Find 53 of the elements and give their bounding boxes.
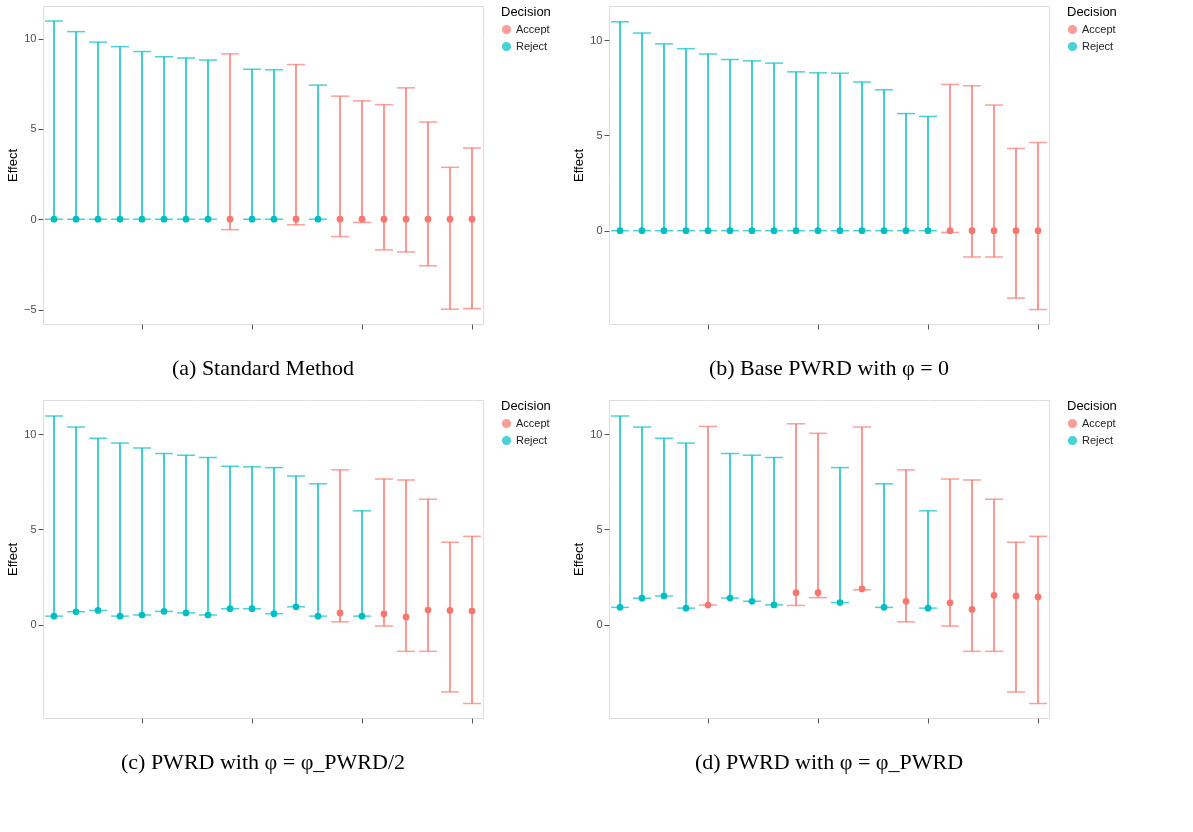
y-tick-label: 0: [596, 618, 603, 631]
y-axis-title: Effect: [571, 542, 587, 577]
point: [1034, 593, 1042, 601]
y-tick-label: 10: [24, 32, 37, 45]
point: [880, 604, 888, 611]
text: (b) Base PWRD with φ = 0: [708, 354, 950, 380]
point: [814, 589, 822, 597]
legend-title: Decision: [501, 4, 551, 19]
legend-label: Reject: [1082, 433, 1114, 446]
y-tick-label: 5: [596, 128, 603, 141]
point: [990, 592, 998, 599]
y-tick-label: 5: [30, 122, 37, 135]
point: [748, 597, 756, 605]
legend-label: Reject: [516, 39, 548, 52]
legend-label: Reject: [516, 433, 548, 446]
point: [726, 594, 734, 602]
y-tick-label: 10: [590, 33, 603, 46]
point: [660, 592, 668, 600]
y-tick-label: 0: [596, 224, 603, 237]
y-tick-label: 0: [30, 618, 37, 631]
point: [968, 606, 976, 613]
y-axis-title: Effect: [5, 542, 21, 577]
point: [682, 604, 690, 612]
point: [946, 599, 954, 607]
point: [616, 604, 624, 611]
legend-label: Accept: [516, 22, 550, 35]
y-tick-label: 10: [24, 427, 37, 440]
legend-label: Accept: [1082, 416, 1116, 429]
legend-label: Reject: [1082, 39, 1114, 52]
point: [638, 594, 646, 602]
point: [858, 585, 866, 593]
y-tick-label: 0: [30, 212, 37, 225]
point: [704, 601, 712, 609]
legend-title: Decision: [1067, 4, 1117, 19]
point: [924, 604, 932, 612]
point: [792, 589, 800, 597]
text: (d) PWRD with φ = φ_PWRD: [694, 748, 964, 774]
text: (a) Standard Method: [171, 354, 355, 380]
y-axis-title: Effect: [571, 148, 587, 183]
text: (c) PWRD with φ = φ_PWRD/2: [120, 748, 406, 774]
y-tick-label: −5: [23, 303, 37, 316]
y-tick-label: 5: [30, 522, 37, 535]
legend-label: Accept: [516, 416, 550, 429]
point: [836, 599, 844, 606]
legend-title: Decision: [1067, 398, 1117, 413]
y-axis-title: Effect: [4, 148, 20, 183]
y-tick-label: 10: [590, 427, 603, 440]
legend-label: Accept: [1082, 22, 1116, 35]
y-tick-label: 5: [596, 522, 603, 535]
legend-title: Decision: [501, 398, 551, 413]
point: [770, 601, 778, 609]
point: [1012, 592, 1020, 600]
point: [902, 597, 910, 605]
